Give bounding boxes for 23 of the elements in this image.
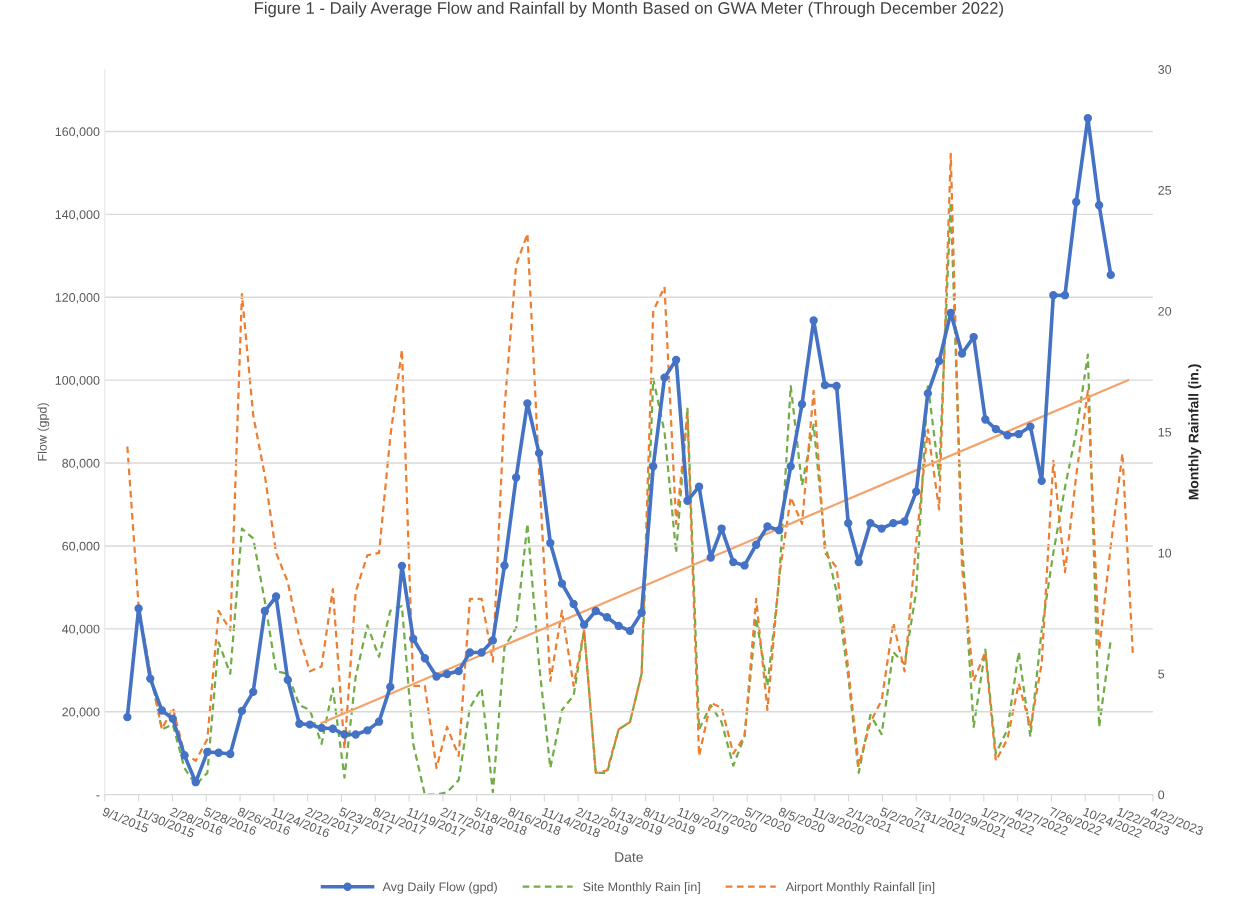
y2-tick-label: 30 [1158,65,1172,74]
y-tick-label: 160,000 [55,127,100,138]
y-tick-label: 100,000 [55,375,100,387]
y-tick-label: 80,000 [62,458,100,470]
y2-tick-label: 15 [1158,427,1172,437]
y-axis-title: Flow (gpd) [37,403,50,461]
y2-tick-label: 0 [1158,790,1165,800]
x-axis-title: Date [615,852,643,862]
y2-axis-title: Monthly Rainfall (in.) [1188,364,1202,500]
legend-label: Site Monthly Rain [in] [583,882,700,894]
y2-tick-label: 10 [1158,548,1172,558]
y2-tick-label: 25 [1158,185,1172,195]
legend-label: Avg Daily Flow (gpd) [382,882,497,894]
y-tick-label: 20,000 [62,707,100,718]
chart-title: Figure 1 - Daily Average Flow and Rainfall by Month Based on GWA Meter (Through December 2022) [255,1,1003,18]
y-tick-label: 60,000 [62,541,100,553]
y-tick-label: 120,000 [55,293,100,304]
y2-tick-label: 20 [1158,306,1172,316]
legend-label: Airport Monthly Rainfall [in] [785,882,935,894]
y-tick-label: 40,000 [62,624,100,635]
y-tick-label: 140,000 [55,210,100,221]
y-tick-label: - [96,795,100,797]
y2-tick-label: 5 [1158,669,1165,679]
